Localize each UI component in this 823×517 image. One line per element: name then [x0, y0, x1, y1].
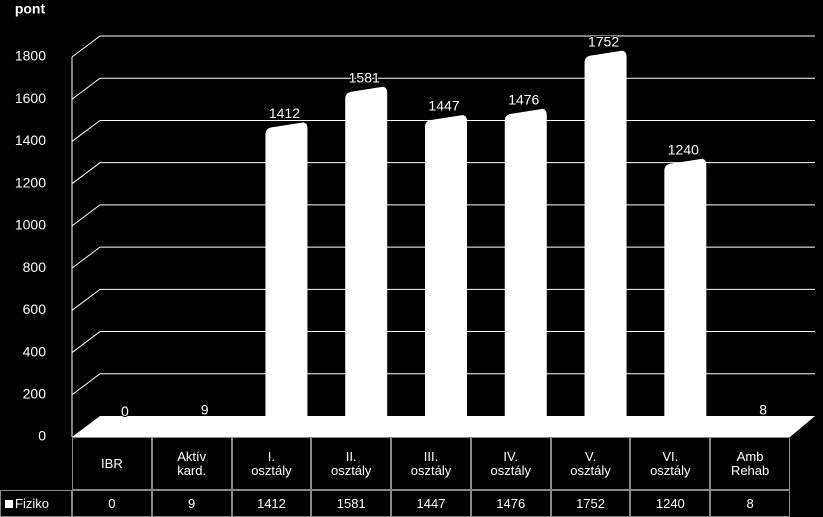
table-value: 1412 [231, 490, 312, 517]
category-label: I. osztály [231, 437, 312, 490]
table-value: 1752 [550, 490, 631, 517]
y-tick-label: 1000 [15, 217, 46, 233]
grid-line [71, 204, 815, 227]
y-tick-label: 200 [23, 385, 47, 401]
table-value: 1240 [630, 490, 711, 517]
legend-entry: Fiziko [0, 490, 72, 517]
data-label: 1240 [668, 141, 699, 157]
grid-line [71, 288, 815, 311]
y-tick-label: 0 [38, 428, 46, 444]
table-value: 8 [710, 490, 790, 517]
bar [584, 50, 627, 427]
y-tick-label: 800 [23, 259, 47, 275]
data-label: 1581 [349, 69, 380, 85]
y-tick-label: 1200 [15, 174, 46, 190]
bar [345, 86, 388, 427]
y-tick-label: 1600 [15, 90, 46, 106]
category-label: IV. osztály [470, 437, 551, 490]
category-label: Amb Rehab [710, 437, 790, 490]
data-label: 1752 [588, 33, 619, 49]
table-value: 9 [151, 490, 232, 517]
grid-line [71, 373, 815, 396]
category-label: Aktív kard. [151, 437, 232, 490]
table-value: 1581 [311, 490, 392, 517]
bar [504, 108, 547, 427]
grid-line [71, 119, 815, 142]
table-value: 0 [72, 490, 152, 517]
floor [72, 416, 815, 437]
y-tick-label: 600 [23, 301, 47, 317]
bar [265, 122, 308, 427]
bar [425, 115, 467, 427]
category-label: IBR [72, 437, 152, 490]
table-value: 1476 [470, 490, 551, 517]
grid-line [71, 331, 815, 353]
grid-line [71, 246, 815, 269]
grid-line [71, 35, 815, 58]
data-label: 1412 [269, 105, 300, 121]
category-label: VI. osztály [630, 437, 711, 490]
bar [185, 418, 228, 431]
data-label: 0 [121, 403, 129, 419]
data-label: 1447 [428, 98, 459, 114]
y-tick-label: 400 [23, 343, 47, 359]
bar [664, 158, 707, 427]
grid-line [71, 162, 815, 185]
data-label: 8 [759, 402, 767, 418]
y-axis-label: pont [15, 1, 46, 17]
bar [744, 418, 787, 431]
data-label: 1476 [508, 92, 539, 108]
table-value: 1447 [391, 490, 471, 517]
data-label: 9 [201, 401, 209, 417]
category-label: III. osztály [391, 437, 471, 490]
legend-swatch [5, 499, 13, 508]
category-label: V. osztály [550, 437, 631, 490]
grid-line [71, 77, 815, 100]
y-tick-label: 1400 [15, 132, 46, 148]
y-tick-label: 1800 [15, 48, 46, 64]
category-label: II. osztály [311, 437, 392, 490]
